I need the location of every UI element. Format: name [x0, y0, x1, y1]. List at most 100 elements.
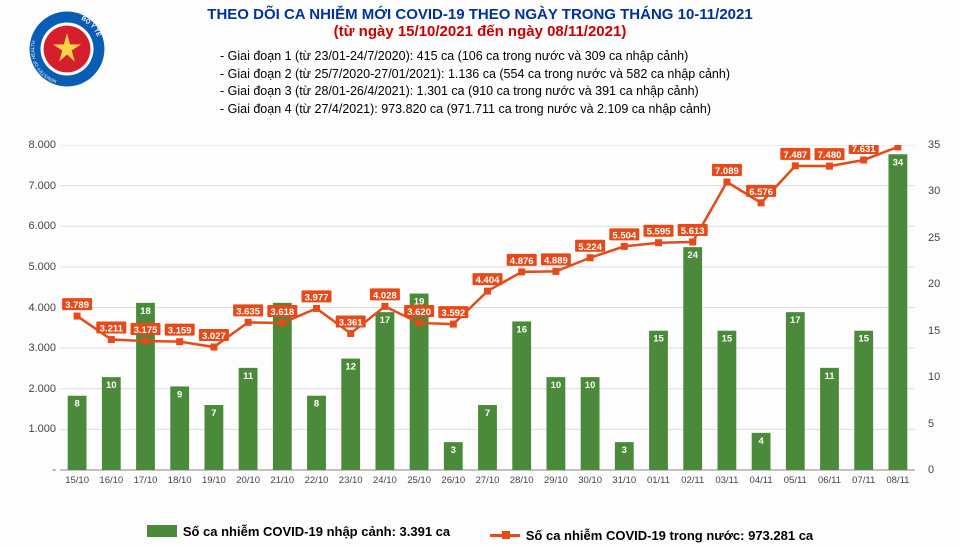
svg-text:5.224: 5.224 [578, 242, 602, 253]
y-left-tick: 7.000 [18, 180, 56, 192]
svg-text:17: 17 [380, 315, 391, 326]
svg-text:8: 8 [314, 399, 319, 410]
svg-text:01/11: 01/11 [647, 475, 670, 486]
svg-text:28/10: 28/10 [510, 475, 534, 486]
y-right-tick: 35 [928, 139, 952, 151]
svg-text:7: 7 [485, 408, 490, 419]
svg-text:16/10: 16/10 [99, 475, 123, 486]
svg-text:15: 15 [722, 334, 733, 345]
svg-text:18/10: 18/10 [168, 475, 192, 486]
svg-text:5.504: 5.504 [612, 230, 636, 241]
svg-text:19/10: 19/10 [202, 475, 226, 486]
legend-line: Số ca nhiễm COVID-19 trong nước: 973.281… [490, 528, 813, 543]
svg-text:25/10: 25/10 [407, 475, 431, 486]
svg-text:10: 10 [551, 380, 562, 391]
svg-text:07/11: 07/11 [852, 475, 875, 486]
chart-plot: 815/101016/101817/10918/10719/101120/101… [60, 145, 915, 490]
phase-summary: - Giai đoạn 1 (từ 23/01-24/7/2020): 415 … [220, 48, 730, 118]
y-right-tick: 5 [928, 418, 952, 430]
y-right-tick: 20 [928, 278, 952, 290]
svg-text:15: 15 [653, 334, 664, 345]
svg-text:03/11: 03/11 [715, 475, 738, 486]
svg-text:3.211: 3.211 [100, 324, 124, 335]
y-right-tick: 0 [928, 464, 952, 476]
svg-text:3.592: 3.592 [441, 308, 465, 319]
svg-text:5.613: 5.613 [681, 226, 705, 237]
y-left-tick: 2.000 [18, 383, 56, 395]
phase-4: - Giai đoạn 4 (từ 27/4/2021): 973.820 ca… [220, 101, 730, 119]
y-left-tick: 6.000 [18, 220, 56, 232]
chart-legend: Số ca nhiễm COVID-19 nhập cảnh: 3.391 ca… [0, 524, 960, 544]
svg-text:04/11: 04/11 [750, 475, 773, 486]
svg-text:23/10: 23/10 [339, 475, 363, 486]
svg-text:20/10: 20/10 [236, 475, 260, 486]
svg-text:4.028: 4.028 [373, 290, 397, 301]
svg-text:4: 4 [758, 436, 764, 447]
svg-text:3.175: 3.175 [134, 325, 158, 336]
svg-text:12: 12 [345, 362, 356, 373]
svg-text:27/10: 27/10 [476, 475, 500, 486]
svg-text:24/10: 24/10 [373, 475, 397, 486]
y-right-tick: 10 [928, 371, 952, 383]
svg-text:06/11: 06/11 [818, 475, 841, 486]
svg-text:7.631: 7.631 [852, 145, 876, 155]
bar-swatch-icon [147, 525, 177, 537]
svg-text:5.595: 5.595 [647, 227, 671, 238]
chart-header: THEO DÕI CA NHIỄM MỚI COVID-19 THEO NGÀY… [0, 6, 960, 40]
svg-text:3: 3 [451, 445, 456, 456]
svg-text:3.620: 3.620 [407, 307, 431, 318]
svg-text:11: 11 [243, 371, 254, 382]
svg-text:24: 24 [687, 250, 698, 261]
svg-text:3.027: 3.027 [202, 331, 226, 342]
svg-text:8: 8 [74, 399, 79, 410]
svg-text:31/10: 31/10 [612, 475, 636, 486]
chart-frame: BỘ Y TẾ MINISTRY OF HEALTH THEO DÕI CA N… [0, 0, 960, 547]
line-swatch-icon [490, 534, 520, 537]
svg-text:6.576: 6.576 [749, 187, 773, 198]
svg-text:16: 16 [516, 324, 527, 335]
svg-text:7.089: 7.089 [715, 166, 739, 177]
svg-text:08/11: 08/11 [886, 475, 909, 486]
y-left-tick: 5.000 [18, 261, 56, 273]
svg-text:3.977: 3.977 [305, 292, 329, 303]
svg-text:10: 10 [585, 380, 596, 391]
svg-text:4.876: 4.876 [510, 256, 534, 267]
svg-text:7.487: 7.487 [783, 150, 807, 161]
svg-text:21/10: 21/10 [270, 475, 294, 486]
y-left-tick: - [18, 464, 56, 476]
phase-1: - Giai đoạn 1 (từ 23/01-24/7/2020): 415 … [220, 48, 730, 66]
legend-bar: Số ca nhiễm COVID-19 nhập cảnh: 3.391 ca [147, 524, 450, 539]
legend-line-label: Số ca nhiễm COVID-19 trong nước: 973.281… [526, 528, 813, 543]
svg-text:7: 7 [211, 408, 216, 419]
svg-text:30/10: 30/10 [578, 475, 602, 486]
svg-text:17/10: 17/10 [134, 475, 158, 486]
svg-text:22/10: 22/10 [305, 475, 329, 486]
svg-text:26/10: 26/10 [441, 475, 465, 486]
y-left-tick: 4.000 [18, 302, 56, 314]
y-right-tick: 15 [928, 325, 952, 337]
svg-text:11: 11 [824, 371, 835, 382]
svg-text:29/10: 29/10 [544, 475, 568, 486]
svg-text:3.361: 3.361 [339, 317, 363, 328]
svg-text:3.789: 3.789 [65, 300, 89, 311]
svg-text:02/11: 02/11 [681, 475, 704, 486]
y-right-tick: 30 [928, 185, 952, 197]
svg-text:4.404: 4.404 [476, 275, 500, 286]
svg-text:3.159: 3.159 [168, 326, 192, 337]
svg-text:15: 15 [858, 334, 869, 345]
phase-3: - Giai đoạn 3 (từ 28/01-26/4/2021): 1.30… [220, 83, 730, 101]
phase-2: - Giai đoạn 2 (từ 25/7/2020-27/01/2021):… [220, 66, 730, 84]
svg-text:4.889: 4.889 [544, 255, 568, 266]
y-left-tick: 8.000 [18, 139, 56, 151]
y-left-tick: 3.000 [18, 342, 56, 354]
svg-text:34: 34 [893, 157, 904, 168]
svg-text:7.480: 7.480 [818, 150, 842, 161]
svg-text:9: 9 [177, 389, 182, 400]
legend-bar-label: Số ca nhiễm COVID-19 nhập cảnh: 3.391 ca [183, 524, 450, 539]
y-right-tick: 25 [928, 232, 952, 244]
y-left-tick: 1.000 [18, 423, 56, 435]
svg-text:18: 18 [140, 306, 151, 317]
chart-subtitle: (từ ngày 15/10/2021 đến ngày 08/11/2021) [0, 23, 960, 40]
svg-text:05/11: 05/11 [784, 475, 807, 486]
svg-text:3: 3 [622, 445, 627, 456]
